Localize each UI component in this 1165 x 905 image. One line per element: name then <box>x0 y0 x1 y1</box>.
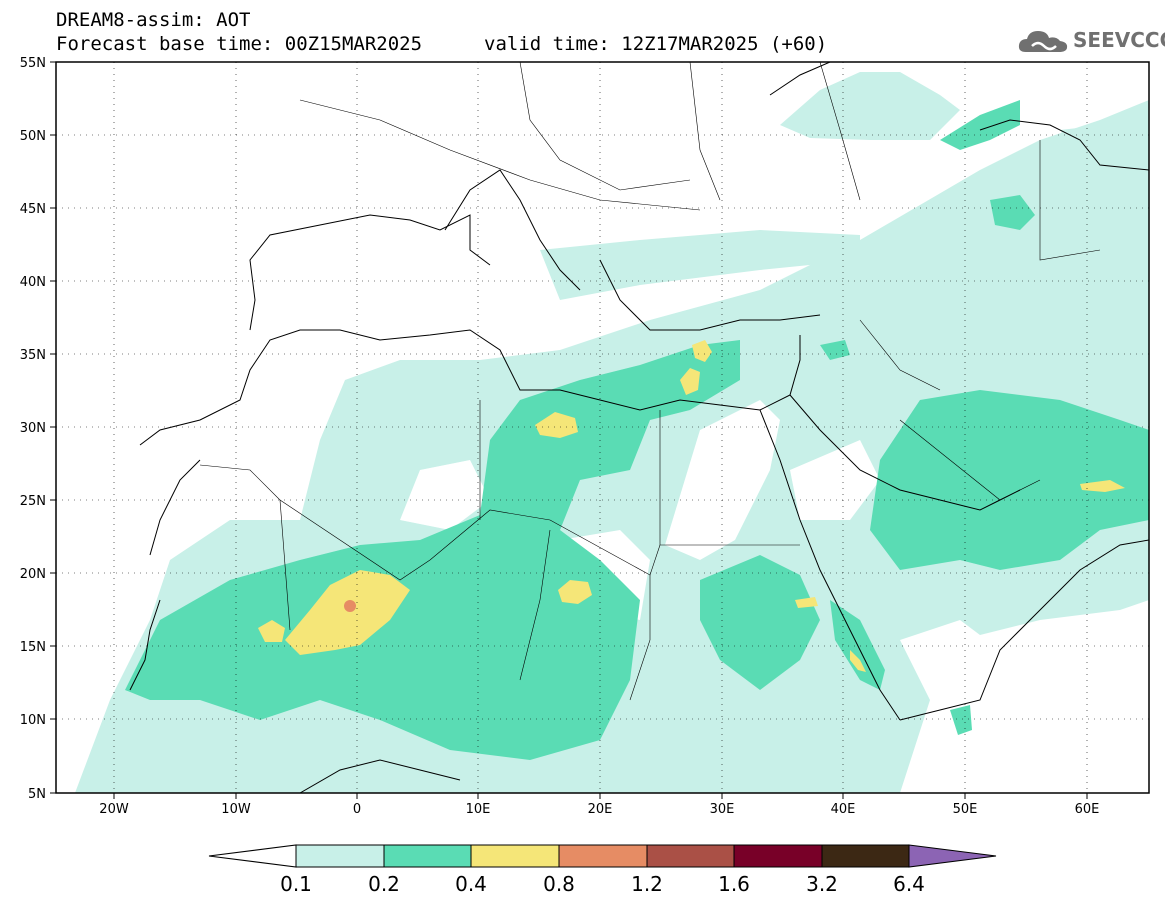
aot-very-high-spot <box>344 600 356 612</box>
lat-label-25n: 25N <box>20 494 46 509</box>
lat-label-45n: 45N <box>20 202 46 217</box>
lon-label-30e: 30E <box>710 802 735 817</box>
lat-label-55n: 55N <box>20 56 46 71</box>
base-time-label: Forecast base time: 00Z15MAR2025 <box>56 33 423 55</box>
colorbar-below-triangle <box>208 844 297 868</box>
lat-label-5n: 5N <box>28 787 46 802</box>
lat-label-50n: 50N <box>20 129 46 144</box>
colorbar-swatch-6 <box>733 844 823 868</box>
lat-label-40n: 40N <box>20 275 46 290</box>
lon-label-20w: 20W <box>99 802 129 817</box>
lat-axis: 55N 50N 45N 40N 35N 30N 25N 20N 15N 10N … <box>20 56 56 802</box>
map-grid <box>56 62 1149 793</box>
colorbar-label: 3.2 <box>806 872 838 896</box>
colorbar-label: 0.2 <box>368 872 400 896</box>
lon-label-0: 0 <box>353 802 361 817</box>
lat-label-10n: 10N <box>20 713 46 728</box>
colorbar-swatch-2 <box>383 844 472 868</box>
seevccc-logo: SEEVCCC <box>1016 24 1165 58</box>
country-borders <box>199 62 1101 701</box>
colorbar-label: 0.4 <box>455 872 487 896</box>
lon-label-60e: 60E <box>1075 802 1100 817</box>
lat-label-20n: 20N <box>20 567 46 582</box>
colorbar-label: 6.4 <box>893 872 925 896</box>
colorbar-swatch-1 <box>295 844 385 868</box>
lon-label-10w: 10W <box>221 802 251 817</box>
coastlines <box>129 62 1149 793</box>
lon-axis: 20W 10W 0 10E 20E 30E 40E 50E 60E <box>99 793 1099 817</box>
colorbar-above-triangle <box>908 844 997 868</box>
lon-label-20e: 20E <box>588 802 613 817</box>
product-title: DREAM8-assim: AOT <box>56 9 251 31</box>
colorbar-label: 0.8 <box>543 872 575 896</box>
colorbar-labels: 0.1 0.2 0.4 0.8 1.2 1.6 3.2 6.4 <box>280 872 925 896</box>
colorbar-swatch-3 <box>470 844 560 868</box>
colorbar <box>208 844 997 868</box>
colorbar-swatch-5 <box>646 844 735 868</box>
colorbar-label: 0.1 <box>280 872 312 896</box>
colorbar-swatch-7 <box>821 844 910 868</box>
lon-label-50e: 50E <box>953 802 978 817</box>
cloud-icon <box>1018 31 1068 52</box>
colorbar-label: 1.6 <box>718 872 750 896</box>
lon-label-10e: 10E <box>466 802 491 817</box>
aot-moderate-regions <box>125 100 1149 760</box>
lat-label-30n: 30N <box>20 421 46 436</box>
lat-label-15n: 15N <box>20 640 46 655</box>
aot-high-regions <box>258 340 1125 672</box>
colorbar-label: 1.2 <box>631 872 663 896</box>
valid-time-label: valid time: 12Z17MAR2025 (+60) <box>484 33 828 55</box>
logo-text: SEEVCCC <box>1073 28 1165 52</box>
colorbar-swatch-4 <box>558 844 648 868</box>
lon-label-40e: 40E <box>831 802 856 817</box>
lat-label-35n: 35N <box>20 348 46 363</box>
